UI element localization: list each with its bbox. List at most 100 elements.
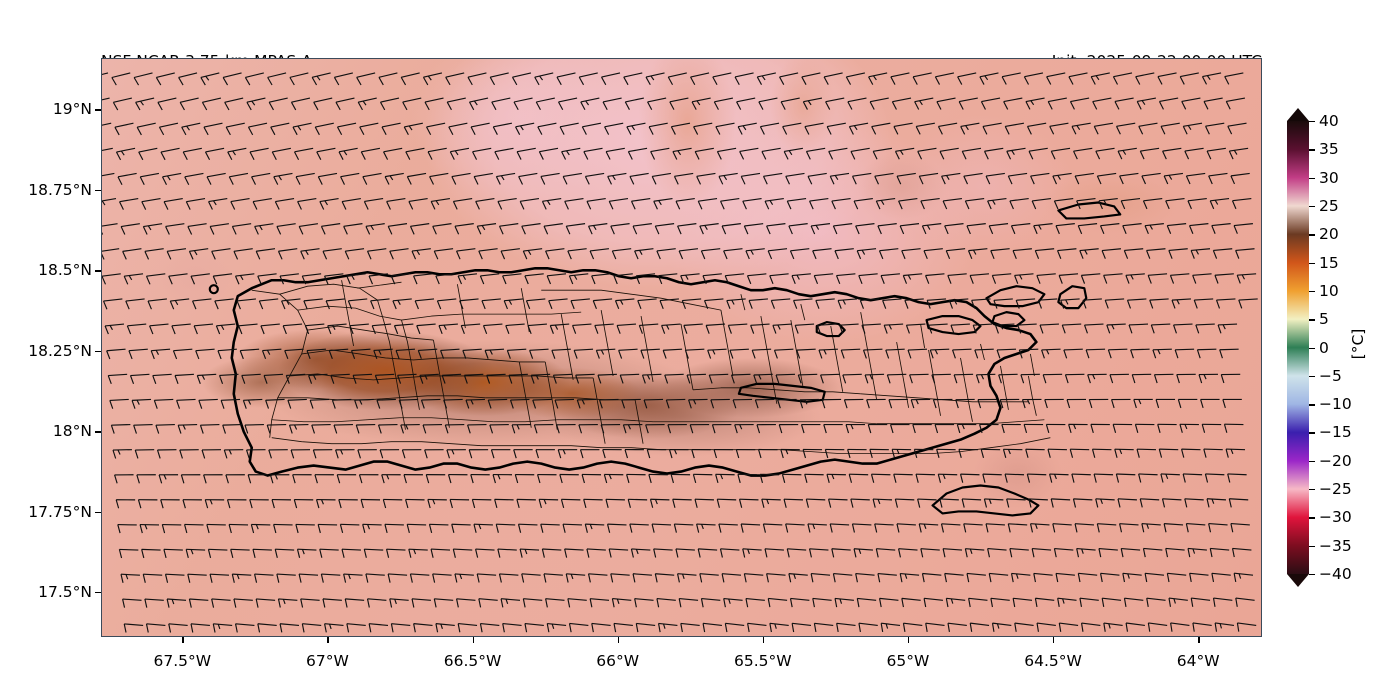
wind-barb <box>853 197 873 210</box>
x-axis-tick <box>762 637 765 643</box>
wind-barb <box>1120 197 1141 210</box>
wind-barb <box>517 523 538 533</box>
wind-barb <box>856 597 877 608</box>
wind-barb <box>1074 523 1095 533</box>
wind-barb <box>511 423 532 434</box>
wind-barb <box>188 248 209 260</box>
wind-barb <box>920 548 940 558</box>
wind-barb <box>809 197 829 210</box>
wind-barb <box>223 449 244 459</box>
wind-barb <box>565 223 586 235</box>
wind-barb <box>654 223 675 235</box>
wind-barb <box>661 323 681 334</box>
wind-barb <box>1236 273 1257 284</box>
wind-barb <box>233 598 253 608</box>
wind-barb <box>740 172 761 185</box>
wind-barb <box>1050 498 1071 508</box>
wind-barb <box>320 223 341 235</box>
wind-barb <box>1001 423 1021 434</box>
wind-barb <box>576 398 597 409</box>
wind-barb <box>180 474 201 484</box>
wind-barb <box>385 548 406 558</box>
wind-barb <box>1003 97 1023 110</box>
wind-barb <box>901 597 921 608</box>
wind-barb <box>747 622 767 633</box>
wind-barb <box>1225 448 1246 458</box>
wind-barb <box>360 147 381 160</box>
wind-barb <box>700 248 721 260</box>
wind-barb <box>171 323 191 335</box>
wind-barb <box>222 72 242 86</box>
wind-barb <box>468 449 489 459</box>
mona-island <box>208 284 219 295</box>
puerto-rico-coastline <box>230 266 1038 477</box>
wind-barb <box>808 548 829 558</box>
wind-barb <box>114 122 134 136</box>
wind-barb <box>1049 122 1069 135</box>
wind-barb <box>209 223 229 235</box>
wind-barb <box>330 373 350 384</box>
wind-barb <box>226 499 247 509</box>
wind-barb <box>991 273 1012 284</box>
wind-barb <box>1077 572 1098 583</box>
wind-barb <box>193 323 214 335</box>
wind-barb <box>1090 423 1110 434</box>
wind-barb <box>1096 172 1117 185</box>
wind-barb <box>534 72 554 86</box>
wind-barb <box>518 172 538 185</box>
wind-barb <box>292 474 312 484</box>
wind-barb <box>969 273 990 284</box>
wind-barb <box>769 622 789 633</box>
map-plot-area[interactable] <box>101 58 1262 637</box>
wind-barb <box>188 598 209 608</box>
wind-barb <box>1100 572 1120 583</box>
wind-barb <box>300 248 320 260</box>
wind-barb <box>445 72 465 86</box>
wind-barb <box>756 423 776 434</box>
wind-barb <box>1002 448 1023 458</box>
wind-barb <box>535 97 555 111</box>
wind-barb <box>791 273 811 285</box>
wind-barb <box>770 298 791 309</box>
wind-barb <box>988 223 1009 235</box>
wind-barb <box>789 248 810 260</box>
wind-barb <box>1007 172 1028 185</box>
wind-barb <box>1101 248 1121 259</box>
wind-barb <box>1109 373 1129 384</box>
wind-barb <box>769 273 789 285</box>
wind-barb <box>979 423 999 434</box>
wind-barb <box>102 223 118 235</box>
wind-barb <box>761 498 781 508</box>
wind-barb <box>998 373 1018 384</box>
wind-barb <box>567 598 587 608</box>
wind-barb <box>607 172 627 185</box>
wind-barb <box>383 147 403 160</box>
wind-barb <box>700 597 721 608</box>
wind-barb <box>368 273 388 285</box>
wind-barb <box>433 598 454 608</box>
wind-barb <box>144 598 164 608</box>
wind-barb <box>667 423 687 434</box>
wind-barb <box>686 373 706 384</box>
wind-barb <box>1041 348 1061 359</box>
wind-barb <box>1223 423 1244 433</box>
wind-barb <box>1112 423 1133 433</box>
wind-barb <box>204 147 225 161</box>
wind-barb <box>333 423 353 434</box>
wind-barb <box>403 122 423 136</box>
wind-barb <box>807 523 827 533</box>
wind-barb <box>217 348 237 360</box>
wind-barb <box>807 172 827 185</box>
wind-barb <box>923 248 943 260</box>
wind-barb <box>234 273 255 285</box>
colorbar[interactable] <box>1287 108 1309 587</box>
wind-barb <box>386 197 406 210</box>
wind-barb <box>782 122 802 135</box>
wind-barb <box>619 373 640 384</box>
wind-barb <box>513 449 533 459</box>
wind-barb <box>122 598 142 608</box>
wind-barb <box>460 323 481 335</box>
wind-barb <box>843 398 864 409</box>
wind-barb <box>1115 473 1136 483</box>
wind-barb <box>1047 97 1067 110</box>
